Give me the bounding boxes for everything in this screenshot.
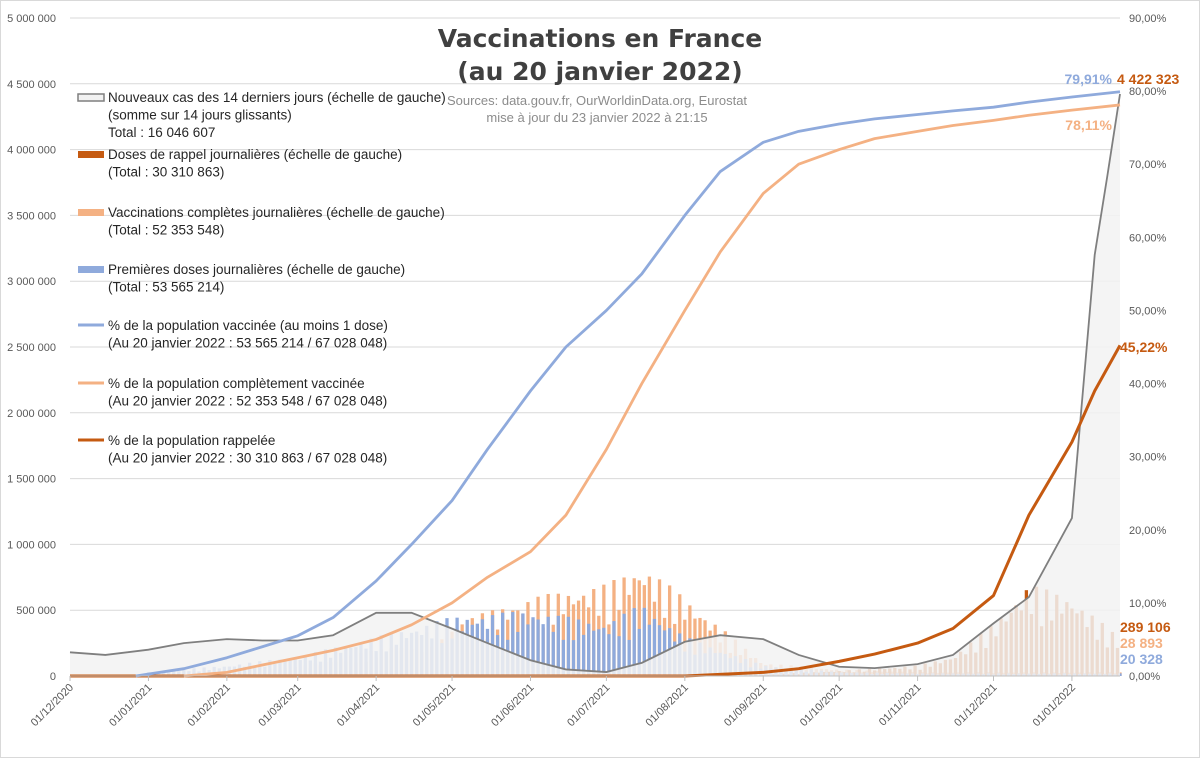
- legend-text-pct_complete: % de la population complètement vaccinée: [108, 376, 365, 391]
- chart-title-line2: (au 20 janvier 2022): [457, 57, 742, 86]
- legend-text-first: Premières doses journalières (échelle de…: [108, 262, 405, 277]
- first-bar: [551, 631, 555, 676]
- first-bar: [612, 621, 616, 676]
- legend-text-complete: (Total : 52 353 548): [108, 223, 224, 238]
- first-bar: [546, 616, 550, 676]
- legend-text-complete: Vaccinations complètes journalières (éch…: [108, 205, 445, 220]
- complete-bar: [637, 580, 641, 676]
- legend-swatch-first: [78, 266, 104, 273]
- legend-text-booster: Doses de rappel journalières (échelle de…: [108, 147, 402, 162]
- y-right-tick-label: 60,00%: [1129, 232, 1167, 244]
- source-line2: mise à jour du 23 janvier 2022 à 21:15: [486, 110, 707, 125]
- legend-text-pct_first: (Au 20 janvier 2022 : 53 565 214 / 67 02…: [108, 336, 387, 351]
- y-right-tick-label: 0,00%: [1129, 671, 1160, 683]
- end-label-cases: 4 422 323: [1117, 71, 1179, 87]
- first-bar: [632, 608, 636, 676]
- pct_complete-line: [183, 103, 1121, 678]
- legend-text-cases: (somme sur 14 jours glissants): [108, 108, 292, 123]
- y-left-tick-label: 1 000 000: [7, 539, 56, 551]
- first-bar: [602, 627, 606, 676]
- complete-bar: [627, 594, 631, 676]
- legend-swatch-booster: [78, 151, 104, 158]
- y-right-tick-label: 10,00%: [1129, 598, 1167, 610]
- first-bar: [526, 624, 530, 676]
- first-bar: [652, 618, 657, 676]
- first-bar: [627, 639, 631, 676]
- first-bar: [587, 623, 591, 676]
- first-bar: [597, 629, 601, 676]
- y-left-tick-label: 5 000 000: [7, 13, 56, 25]
- first-bar: [642, 607, 646, 676]
- end-label-pct-first: 79,91%: [1065, 71, 1113, 87]
- legend-text-first: (Total : 53 565 214): [108, 280, 224, 295]
- y-left-tick-label: 0: [50, 671, 56, 683]
- first-bar: [541, 624, 545, 676]
- first-bar: [571, 640, 576, 676]
- legend-text-cases: Nouveaux cas des 14 derniers jours (éche…: [108, 90, 446, 105]
- first-bar: [536, 619, 540, 676]
- first-bar: [607, 634, 611, 676]
- first-bar: [501, 612, 505, 676]
- cases-area: [69, 93, 1121, 677]
- end-label-booster: 289 106: [1120, 619, 1171, 635]
- first-bar: [617, 636, 621, 676]
- y-left-tick-label: 4 500 000: [7, 79, 56, 91]
- left-axis-ticks: 0 500 000 1 000 000 1 500 000 2 000 000 2 500…: [7, 13, 56, 683]
- first-bar: [511, 612, 515, 676]
- y-left-tick-label: 3 000 000: [7, 276, 56, 288]
- pct_first-line: [135, 90, 1121, 678]
- first-bar: [561, 639, 566, 676]
- y-right-tick-label: 80,00%: [1129, 86, 1167, 98]
- first-bar: [637, 628, 641, 676]
- first-bar: [566, 616, 571, 676]
- first-bar: [622, 613, 626, 676]
- y-left-tick-label: 1 500 000: [7, 474, 56, 486]
- first-bar: [521, 613, 525, 676]
- legend-text-pct_booster: (Au 20 janvier 2022 : 30 310 863 / 67 02…: [108, 451, 387, 466]
- legend: Nouveaux cas des 14 derniers jours (éche…: [77, 90, 446, 466]
- cases-line: [69, 93, 1121, 673]
- first-bar: [592, 630, 596, 676]
- end-label-pct-complete: 78,11%: [1065, 117, 1112, 133]
- legend-text-booster: (Total : 30 310 863): [108, 165, 224, 180]
- end-label-pct-booster: 45,22%: [1120, 339, 1168, 355]
- percentage-lines: [70, 90, 1122, 678]
- end-label-first: 20 328: [1120, 651, 1163, 667]
- right-axis-ticks: 0,00% 10,00% 20,00% 30,00% 40,00% 50,00% 60,00…: [1129, 13, 1167, 683]
- y-left-tick-label: 4 000 000: [7, 145, 56, 157]
- y-left-tick-label: 2 500 000: [7, 342, 56, 354]
- first-bar: [581, 634, 586, 676]
- pct_booster-line: [70, 344, 1122, 678]
- first-bar: [516, 631, 520, 676]
- legend-swatch-cases: [77, 93, 105, 102]
- y-left-tick-label: 2 000 000: [7, 408, 56, 420]
- first-bar: [647, 624, 652, 676]
- legend-text-pct_first: % de la population vaccinée (au moins 1 …: [108, 318, 388, 333]
- y-right-tick-label: 90,00%: [1129, 13, 1167, 25]
- first-bar: [576, 619, 581, 676]
- chart-title-line1: Vaccinations en France: [438, 24, 763, 53]
- y-left-tick-label: 500 000: [16, 605, 56, 617]
- legend-swatch-complete: [78, 209, 104, 216]
- y-left-tick-label: 3 500 000: [7, 210, 56, 222]
- y-right-tick-label: 50,00%: [1129, 305, 1167, 317]
- end-label-complete: 28 893: [1120, 635, 1163, 651]
- y-right-tick-label: 40,00%: [1129, 379, 1167, 391]
- source-line1: Sources: data.gouv.fr, OurWorldinData.or…: [447, 93, 747, 108]
- first-bar: [657, 625, 662, 676]
- y-right-tick-label: 20,00%: [1129, 525, 1167, 537]
- legend-text-cases: Total : 16 046 607: [108, 125, 215, 140]
- y-right-tick-label: 30,00%: [1129, 452, 1167, 464]
- y-right-tick-label: 70,00%: [1129, 159, 1167, 171]
- first-bar: [556, 615, 560, 676]
- first-bar: [531, 617, 535, 676]
- cases-area-fill: [70, 94, 1120, 677]
- legend-text-pct_booster: % de la population rappelée: [108, 433, 275, 448]
- legend-text-pct_complete: (Au 20 janvier 2022 : 52 353 548 / 67 02…: [108, 394, 387, 409]
